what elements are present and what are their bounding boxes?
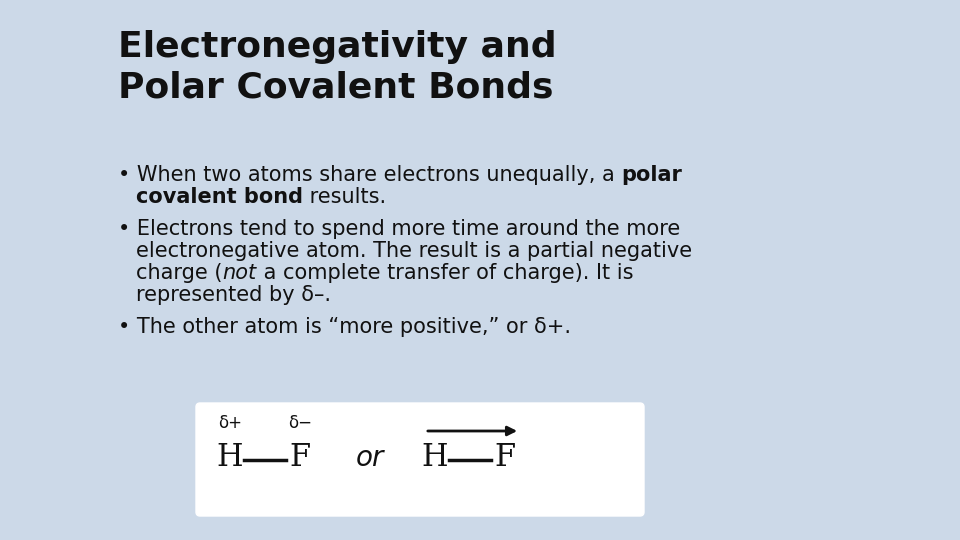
Text: charge (: charge ( <box>136 263 223 283</box>
Text: or: or <box>356 444 384 472</box>
Text: • The other atom is “more positive,” or δ+.: • The other atom is “more positive,” or … <box>118 317 571 337</box>
Text: • Electrons tend to spend more time around the more: • Electrons tend to spend more time arou… <box>118 219 681 239</box>
Text: a complete transfer of charge). It is: a complete transfer of charge). It is <box>256 263 634 283</box>
Text: represented by δ–.: represented by δ–. <box>136 285 331 305</box>
Text: F: F <box>494 442 516 474</box>
Text: not: not <box>223 263 256 283</box>
Text: H: H <box>217 442 243 474</box>
Text: • When two atoms share electrons unequally, a: • When two atoms share electrons unequal… <box>118 165 621 185</box>
Text: not: not <box>223 263 256 283</box>
Text: polar: polar <box>621 165 683 185</box>
Text: H: H <box>421 442 448 474</box>
Text: results.: results. <box>303 187 386 207</box>
Text: δ−: δ− <box>288 414 312 432</box>
Text: covalent bond: covalent bond <box>136 187 303 207</box>
Text: electronegative atom. The result is a partial negative: electronegative atom. The result is a pa… <box>136 241 692 261</box>
Text: F: F <box>289 442 311 474</box>
Text: δ+: δ+ <box>218 414 242 432</box>
Text: Electronegativity and
Polar Covalent Bonds: Electronegativity and Polar Covalent Bon… <box>118 30 557 105</box>
Text: covalent bond: covalent bond <box>136 187 303 207</box>
Text: charge (: charge ( <box>136 263 223 283</box>
Text: • When two atoms share electrons unequally, a: • When two atoms share electrons unequal… <box>118 165 621 185</box>
FancyBboxPatch shape <box>196 403 644 516</box>
